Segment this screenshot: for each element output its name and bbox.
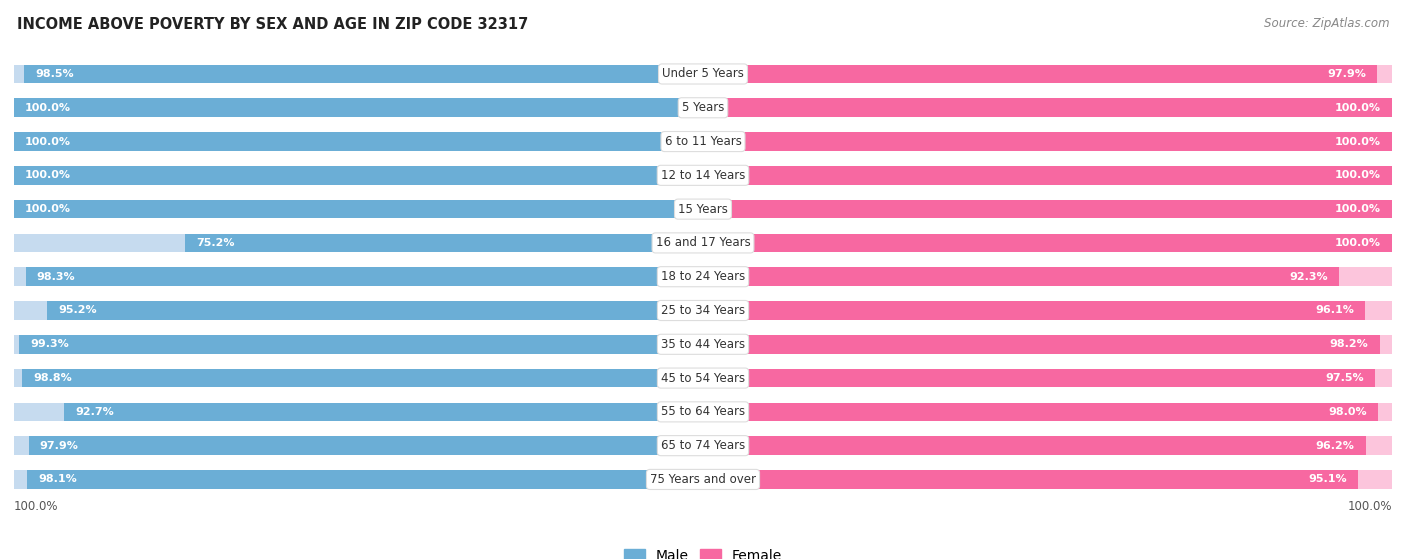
Bar — [703, 234, 1392, 252]
Text: 95.2%: 95.2% — [58, 306, 97, 315]
Bar — [703, 98, 1392, 117]
Bar — [14, 200, 703, 219]
Bar — [186, 234, 703, 252]
Bar — [703, 166, 1392, 184]
Text: 100.0%: 100.0% — [14, 500, 59, 513]
Bar — [703, 267, 1339, 286]
Text: 16 and 17 Years: 16 and 17 Years — [655, 236, 751, 249]
Text: 98.5%: 98.5% — [35, 69, 75, 79]
Bar — [703, 65, 1378, 83]
Bar — [703, 200, 1392, 219]
Bar — [14, 98, 703, 117]
Text: 100.0%: 100.0% — [25, 170, 72, 181]
Bar — [703, 369, 1375, 387]
Text: INCOME ABOVE POVERTY BY SEX AND AGE IN ZIP CODE 32317: INCOME ABOVE POVERTY BY SEX AND AGE IN Z… — [17, 17, 529, 32]
Text: 15 Years: 15 Years — [678, 202, 728, 216]
Bar — [703, 402, 1392, 421]
Bar — [703, 470, 1358, 489]
Bar — [24, 65, 703, 83]
Text: 65 to 74 Years: 65 to 74 Years — [661, 439, 745, 452]
Bar — [14, 335, 703, 354]
Text: 18 to 24 Years: 18 to 24 Years — [661, 270, 745, 283]
Bar — [703, 301, 1392, 320]
Bar — [14, 65, 703, 83]
Bar — [14, 166, 703, 184]
Text: 5 Years: 5 Years — [682, 101, 724, 114]
Text: 99.3%: 99.3% — [30, 339, 69, 349]
Text: 98.8%: 98.8% — [34, 373, 72, 383]
Text: Source: ZipAtlas.com: Source: ZipAtlas.com — [1264, 17, 1389, 30]
Text: 6 to 11 Years: 6 to 11 Years — [665, 135, 741, 148]
Bar — [703, 470, 1392, 489]
Bar — [28, 437, 703, 455]
Bar — [65, 402, 703, 421]
Text: 95.1%: 95.1% — [1309, 475, 1347, 485]
Bar — [14, 437, 703, 455]
Bar — [703, 98, 1392, 117]
Bar — [27, 470, 703, 489]
Text: 98.2%: 98.2% — [1330, 339, 1368, 349]
Bar — [14, 200, 703, 219]
Text: 100.0%: 100.0% — [1334, 136, 1381, 146]
Text: 100.0%: 100.0% — [25, 204, 72, 214]
Text: 97.5%: 97.5% — [1324, 373, 1364, 383]
Bar — [703, 65, 1392, 83]
Text: 98.3%: 98.3% — [37, 272, 76, 282]
Bar — [703, 335, 1379, 354]
Bar — [703, 267, 1392, 286]
Text: 100.0%: 100.0% — [1334, 238, 1381, 248]
Bar — [14, 132, 703, 151]
Bar — [703, 437, 1392, 455]
Bar — [703, 301, 1365, 320]
Bar — [703, 166, 1392, 184]
Bar — [14, 132, 703, 151]
Text: 45 to 54 Years: 45 to 54 Years — [661, 372, 745, 385]
Bar — [703, 402, 1378, 421]
Text: 100.0%: 100.0% — [1334, 204, 1381, 214]
Text: 75 Years and over: 75 Years and over — [650, 473, 756, 486]
Text: 97.9%: 97.9% — [1327, 69, 1367, 79]
Text: 100.0%: 100.0% — [1347, 500, 1392, 513]
Text: 92.3%: 92.3% — [1289, 272, 1327, 282]
Bar — [14, 470, 703, 489]
Bar — [18, 335, 703, 354]
Bar — [14, 267, 703, 286]
Text: 25 to 34 Years: 25 to 34 Years — [661, 304, 745, 317]
Bar — [703, 437, 1365, 455]
Text: Under 5 Years: Under 5 Years — [662, 68, 744, 80]
Text: 96.1%: 96.1% — [1315, 306, 1354, 315]
Legend: Male, Female: Male, Female — [619, 543, 787, 559]
Text: 75.2%: 75.2% — [195, 238, 235, 248]
Text: 55 to 64 Years: 55 to 64 Years — [661, 405, 745, 418]
Text: 100.0%: 100.0% — [25, 103, 72, 113]
Bar — [25, 267, 703, 286]
Bar — [14, 369, 703, 387]
Bar — [14, 166, 703, 184]
Text: 97.9%: 97.9% — [39, 440, 79, 451]
Text: 98.0%: 98.0% — [1329, 407, 1367, 417]
Bar — [703, 234, 1392, 252]
Bar — [22, 369, 703, 387]
Text: 96.2%: 96.2% — [1316, 440, 1355, 451]
Text: 100.0%: 100.0% — [1334, 170, 1381, 181]
Bar — [703, 335, 1392, 354]
Text: 35 to 44 Years: 35 to 44 Years — [661, 338, 745, 351]
Bar — [14, 301, 703, 320]
Bar — [703, 369, 1392, 387]
Bar — [14, 402, 703, 421]
Bar — [703, 132, 1392, 151]
Bar — [14, 98, 703, 117]
Text: 100.0%: 100.0% — [25, 136, 72, 146]
Text: 98.1%: 98.1% — [38, 475, 77, 485]
Text: 12 to 14 Years: 12 to 14 Years — [661, 169, 745, 182]
Bar — [703, 132, 1392, 151]
Bar — [48, 301, 703, 320]
Text: 92.7%: 92.7% — [76, 407, 114, 417]
Text: 100.0%: 100.0% — [1334, 103, 1381, 113]
Bar — [703, 200, 1392, 219]
Bar — [14, 234, 703, 252]
